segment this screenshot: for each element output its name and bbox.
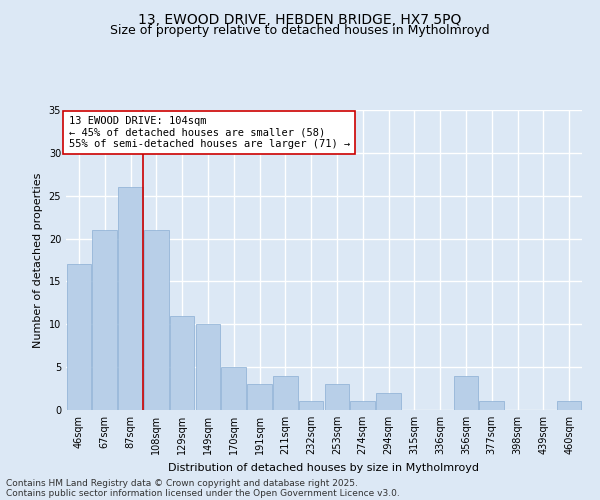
Bar (92, 230, 117, 410)
Bar (299, 402, 323, 410)
X-axis label: Distribution of detached houses by size in Mytholmroyd: Distribution of detached houses by size … (169, 462, 479, 472)
Bar (196, 324, 220, 410)
Bar (325, 384, 349, 410)
Bar (350, 402, 375, 410)
Text: Contains public sector information licensed under the Open Government Licence v3: Contains public sector information licen… (6, 488, 400, 498)
Text: 13 EWOOD DRIVE: 104sqm
← 45% of detached houses are smaller (58)
55% of semi-det: 13 EWOOD DRIVE: 104sqm ← 45% of detached… (68, 116, 350, 149)
Bar (118, 187, 143, 410)
Bar (557, 402, 581, 410)
Bar (273, 376, 298, 410)
Bar (479, 402, 504, 410)
Bar (144, 230, 169, 410)
Y-axis label: Number of detached properties: Number of detached properties (33, 172, 43, 348)
Bar (376, 393, 401, 410)
Bar (247, 384, 272, 410)
Bar (170, 316, 194, 410)
Text: Size of property relative to detached houses in Mytholmroyd: Size of property relative to detached ho… (110, 24, 490, 37)
Bar (454, 376, 478, 410)
Text: 13, EWOOD DRIVE, HEBDEN BRIDGE, HX7 5PQ: 13, EWOOD DRIVE, HEBDEN BRIDGE, HX7 5PQ (139, 12, 461, 26)
Text: Contains HM Land Registry data © Crown copyright and database right 2025.: Contains HM Land Registry data © Crown c… (6, 478, 358, 488)
Bar (67, 264, 91, 410)
Bar (221, 367, 246, 410)
